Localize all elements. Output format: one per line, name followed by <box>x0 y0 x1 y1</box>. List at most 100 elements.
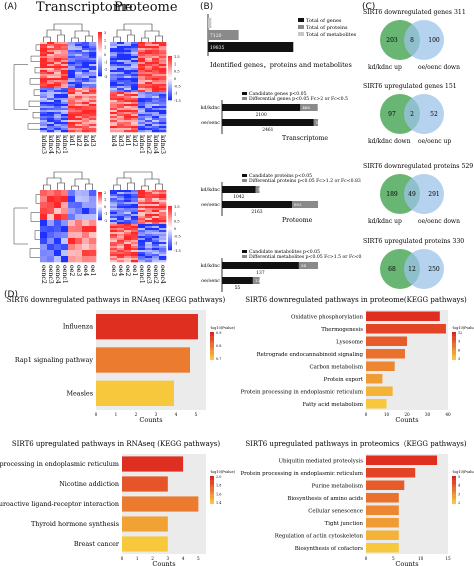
proteome-bottom-cell <box>159 206 167 209</box>
proteome-bottom-sample-label: oenc1 <box>138 265 145 284</box>
proteome-bottom-cell <box>117 256 125 259</box>
transcriptome-bottom-sample-label: oenc2 <box>40 265 47 284</box>
transcriptome-cell <box>82 72 90 75</box>
legend-gradient <box>452 485 456 488</box>
legend-gradient <box>452 344 456 347</box>
proteome-bottom-cell <box>159 224 167 227</box>
transcriptome-bottom-legend <box>98 217 102 219</box>
proteome-cell <box>117 120 125 123</box>
pathway-label: Thermogenesis <box>321 327 363 333</box>
proteome-cell <box>145 120 153 123</box>
proteome-bottom-cell <box>138 194 146 197</box>
transcriptome-cell <box>54 126 62 129</box>
proteome-cell <box>152 110 160 113</box>
legend-gradient <box>210 358 214 361</box>
proteome-legend <box>168 83 172 85</box>
proteome-bottom-cell <box>159 214 167 217</box>
venn-overlap-count: 49 <box>408 191 416 198</box>
legend-gradient <box>210 357 214 359</box>
transcriptome-cell <box>40 44 48 47</box>
legend-gradient <box>210 333 214 335</box>
proteome-bottom-cell <box>159 192 167 195</box>
proteome-cell <box>138 64 146 67</box>
proteome-cell <box>138 76 146 79</box>
proteome-cell <box>145 44 153 47</box>
proteome-cell <box>124 86 132 89</box>
venn-right-count: 250 <box>428 266 440 273</box>
proteome-cell <box>117 90 125 93</box>
proteome-bottom-cell <box>145 258 153 261</box>
transcriptome-bottom-cell <box>54 238 62 245</box>
transcriptome-bottom-cell <box>61 250 69 257</box>
proteome-bottom-cell <box>117 248 125 251</box>
transcriptome-column-dendrogram <box>57 34 65 42</box>
transcriptome-cell <box>75 72 83 75</box>
proteome-bottom-cell <box>145 244 153 247</box>
proteome-legend-tick: -1.5 <box>174 99 181 103</box>
transcriptome-bottom-legend <box>98 219 102 221</box>
proteome-bottom-cell <box>124 226 132 229</box>
proteome-bottom-cell <box>138 210 146 213</box>
proteome-bottom-cell <box>117 250 125 253</box>
proteome-legend-tick: -1 <box>174 92 177 96</box>
proteome-legend <box>168 62 172 64</box>
proteome-bottom-cell <box>138 232 146 235</box>
transcriptome-bottom-column-dendrogram <box>85 183 93 190</box>
transcriptome-cell <box>75 118 83 121</box>
proteome-cell <box>145 66 153 69</box>
proteome-cell <box>117 42 125 45</box>
x-tick-label: 0 <box>365 556 368 561</box>
pathway-bar <box>366 399 387 409</box>
proteome-legend <box>168 61 172 63</box>
proteome-bottom-cell <box>145 250 153 253</box>
transcriptome-cell <box>40 58 48 61</box>
transcriptome-cell <box>61 54 69 57</box>
transcriptome-cell <box>54 90 62 93</box>
transcriptome-cell <box>82 128 90 131</box>
x-tick-label: 4 <box>182 556 185 561</box>
transcriptome-cell <box>61 118 69 121</box>
proteome-cell <box>152 70 160 73</box>
proteome-bottom-cell <box>159 252 167 255</box>
proteome-cell <box>117 76 125 79</box>
proteome-bottom-cell <box>110 208 118 211</box>
proteome-bottom-cell <box>138 202 146 205</box>
proteome-cell <box>152 56 160 59</box>
proteome-cell <box>152 44 160 47</box>
proteome-cell <box>138 108 146 111</box>
transcriptome-cell <box>54 116 62 119</box>
proteome-bottom-legend <box>168 206 172 208</box>
proteome-cell <box>152 118 160 121</box>
proteome-cell <box>124 130 132 133</box>
proteome-bottom-cell <box>138 252 146 255</box>
panel-label-c: (C) <box>362 2 376 12</box>
proteome-bottom-legend-tick: -1.5 <box>174 249 181 253</box>
transcriptome-bottom-legend <box>98 208 102 210</box>
proteome-cell <box>145 116 153 119</box>
proteome-cell <box>131 102 139 105</box>
transcriptome-cell <box>40 86 48 89</box>
transcriptome-cell <box>82 48 90 51</box>
proteome-bottom-cell <box>131 190 139 193</box>
transcriptome-cell <box>61 82 69 85</box>
proteome-legend <box>168 92 172 94</box>
proteome-cell <box>110 54 118 57</box>
transcriptome-cell <box>54 92 62 95</box>
transcriptome-cell <box>40 108 48 111</box>
transcriptome-cell <box>47 96 55 99</box>
transcriptome-cell <box>47 100 55 103</box>
transcriptome-bottom-cell <box>47 250 55 257</box>
proteome-bottom-cell <box>145 230 153 233</box>
transcriptome-cell <box>61 124 69 127</box>
proteome-cell <box>110 64 118 67</box>
proteome-bottom-cell <box>124 192 132 195</box>
proteome-cell <box>131 116 139 119</box>
proteome-bottom-cell <box>110 230 118 233</box>
transcriptome-bottom-cell <box>61 226 69 233</box>
proteome-bottom-cell <box>152 258 160 261</box>
proteome-bottom-cell <box>152 236 160 239</box>
transcriptome-cell <box>47 52 55 55</box>
venn-left-count: 97 <box>388 111 396 118</box>
transcriptome-cell <box>54 98 62 101</box>
legend-gradient <box>452 502 456 505</box>
